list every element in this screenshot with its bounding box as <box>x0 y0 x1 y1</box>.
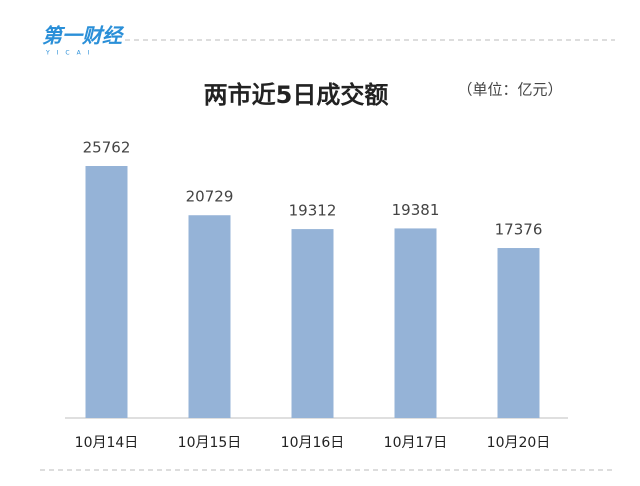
bar <box>188 215 231 418</box>
bar <box>291 229 334 418</box>
value-label: 19381 <box>392 201 440 219</box>
bar <box>85 166 128 418</box>
bar <box>394 228 437 418</box>
x-tick-label: 10月16日 <box>281 435 345 451</box>
logo: 第一财经 <box>42 24 125 48</box>
value-label: 20729 <box>186 188 234 206</box>
chart-title: 两市近5日成交额 <box>204 81 389 109</box>
x-tick-label: 10月15日 <box>178 435 242 451</box>
x-tick-label: 10月14日 <box>75 435 139 451</box>
value-label: 25762 <box>83 139 131 157</box>
logo-sub: YICAI <box>45 50 97 57</box>
value-label: 19312 <box>289 202 337 220</box>
x-tick-label: 10月20日 <box>487 435 551 451</box>
unit-label: （单位：亿元） <box>457 81 562 99</box>
x-tick-label: 10月17日 <box>384 435 448 451</box>
value-label: 17376 <box>495 221 543 239</box>
bar <box>497 248 540 418</box>
